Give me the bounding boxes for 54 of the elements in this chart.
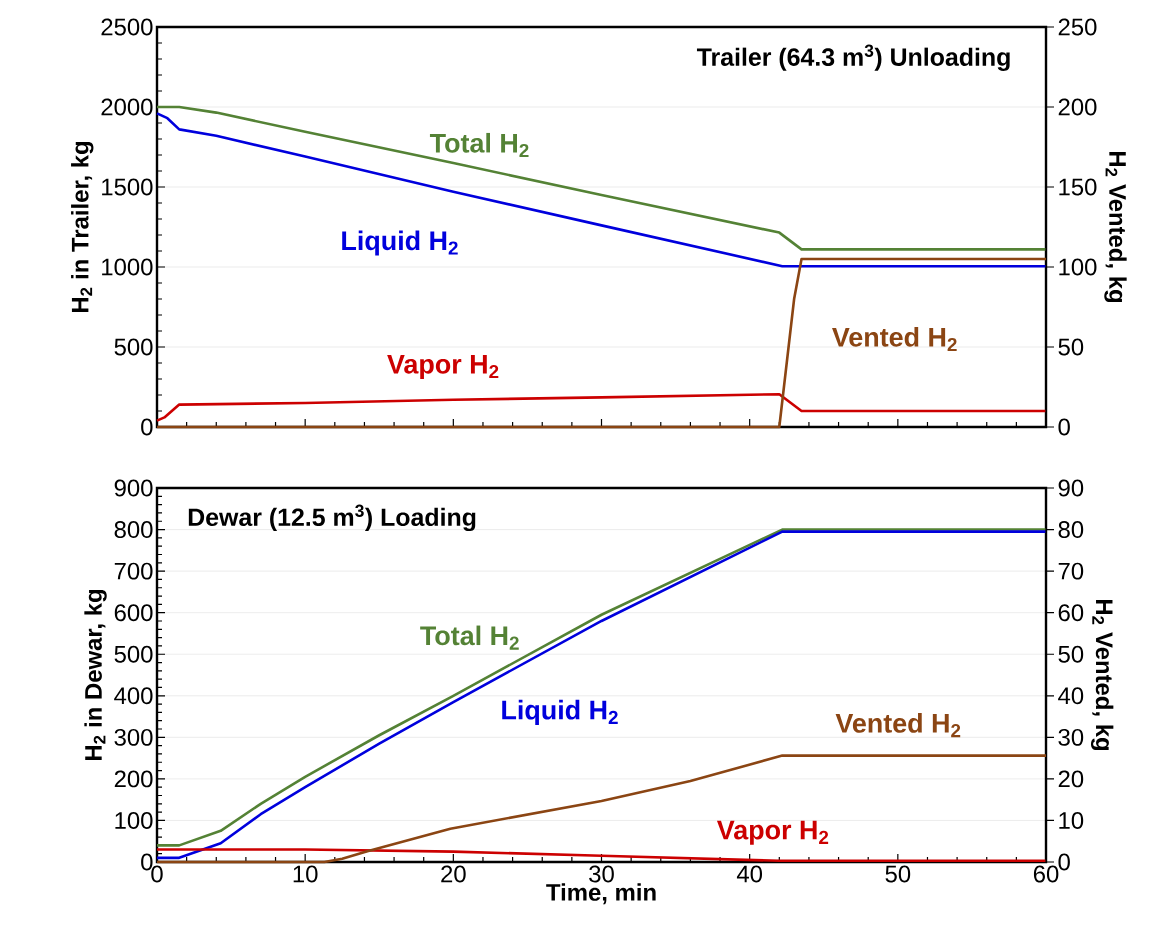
y2-tick-label: 150 (1059, 178, 1097, 196)
y2-tick-label: 20 (1058, 770, 1084, 788)
y2-tick-label: 50 (1058, 338, 1084, 356)
series-label: Vented H$_{2}$ (835, 713, 961, 738)
y2-axis-title: H$_{2}$ Vented, kg (1104, 151, 1127, 303)
x-tick-label: 50 (885, 865, 911, 883)
y-tick-label: 500 (114, 645, 153, 663)
y2-tick-label: 250 (1058, 18, 1097, 36)
text: Dewar (12.5 m$^{3}$) Loading (188, 504, 476, 532)
y2-tick-label: 50 (1058, 645, 1084, 663)
y-tick-label: 1500 (102, 178, 153, 196)
y-tick-label: 900 (114, 479, 153, 497)
y2-tick-label: 60 (1058, 604, 1084, 622)
y-axis-title: H$_{2}$ in Trailer, kg (71, 141, 94, 313)
y2-tick-label: 70 (1058, 562, 1084, 580)
y-tick-label: 2000 (101, 98, 153, 116)
y2-tick-label: 90 (1058, 479, 1084, 497)
y-tick-label: 300 (114, 728, 153, 746)
y-tick-label: 500 (114, 338, 153, 356)
x-tick-label: 60 (1033, 865, 1059, 883)
series-label: Vented H$_{2}$ (832, 326, 957, 352)
y2-tick-label: 30 (1058, 728, 1084, 746)
series-label: Total H$_{2}$ (420, 625, 519, 650)
y-tick-label: 0 (141, 418, 153, 436)
x-tick-label: 40 (736, 865, 763, 883)
y-tick-label: 200 (114, 770, 153, 788)
line-series (155, 392, 1048, 422)
y-tick-label: 1000 (102, 258, 153, 276)
y2-tick-label: 0 (1058, 853, 1070, 871)
y-tick-label: 600 (114, 604, 153, 622)
series-label: Total H$_{2}$ (429, 132, 529, 158)
y-tick-label: 700 (114, 562, 153, 580)
y2-tick-label: 10 (1059, 811, 1084, 829)
y-tick-label: 100 (115, 811, 153, 829)
y-tick-label: 2500 (101, 18, 153, 36)
series-label: Vapor H$_{2}$ (387, 354, 499, 380)
y2-tick-label: 100 (1059, 258, 1097, 276)
y-tick-label: 0 (141, 853, 153, 871)
y-tick-label: 400 (114, 687, 153, 705)
y2-axis-title: H$_{2}$ Vented, kg (1090, 599, 1114, 751)
x-tick-label: 20 (441, 865, 466, 883)
x-tick-label: 10 (293, 865, 318, 883)
y2-tick-label: 200 (1058, 98, 1097, 116)
x-axis-title: Time, min (546, 883, 656, 905)
y2-tick-label: 40 (1058, 687, 1084, 705)
y-axis-title: H$_{2}$ in Dewar, kg (84, 590, 107, 761)
y-tick-label: 800 (114, 521, 153, 539)
y2-tick-label: 80 (1058, 521, 1084, 539)
series-label: Vapor H$_{2}$ (716, 820, 829, 845)
text: Trailer (64.3 m$^{3}$) Unloading (696, 44, 1010, 71)
series-label: Liquid H$_{2}$ (502, 699, 618, 725)
y2-tick-label: 0 (1058, 418, 1070, 436)
x-tick-label: 30 (589, 865, 614, 883)
series-label: Liquid H$_{2}$ (342, 230, 458, 256)
